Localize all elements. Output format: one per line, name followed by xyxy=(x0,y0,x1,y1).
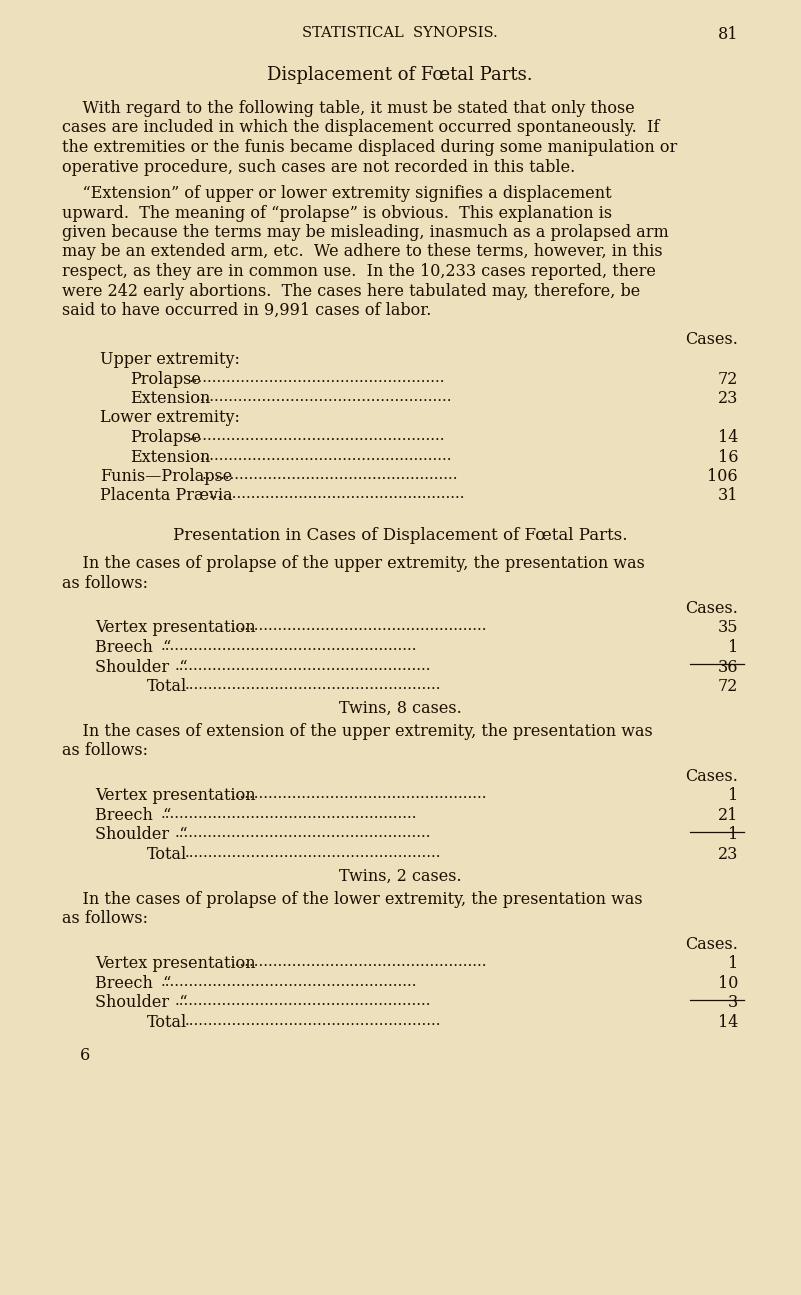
Text: Vertex presentation: Vertex presentation xyxy=(95,619,256,637)
Text: Placenta Prævia: Placenta Prævia xyxy=(100,487,232,505)
Text: 10: 10 xyxy=(718,975,738,992)
Text: “Extension” of upper or lower extremity signifies a displacement: “Extension” of upper or lower extremity … xyxy=(62,185,612,202)
Text: Total: Total xyxy=(147,679,187,695)
Text: cases are included in which the displacement occurred spontaneously.  If: cases are included in which the displace… xyxy=(62,119,659,136)
Text: Shoulder  “: Shoulder “ xyxy=(95,658,187,676)
Text: Total: Total xyxy=(147,1014,187,1031)
Text: 81: 81 xyxy=(718,26,738,43)
Text: ......................................................: ........................................… xyxy=(175,995,431,1009)
Text: 106: 106 xyxy=(707,467,738,486)
Text: Extension: Extension xyxy=(130,448,211,465)
Text: ......................................................: ........................................… xyxy=(201,467,458,482)
Text: Shoulder  “: Shoulder “ xyxy=(95,826,187,843)
Text: ......................................................: ........................................… xyxy=(196,390,453,404)
Text: Funis—Prolapse: Funis—Prolapse xyxy=(100,467,232,486)
Text: With regard to the following table, it must be stated that only those: With regard to the following table, it m… xyxy=(62,100,634,117)
Text: operative procedure, such cases are not recorded in this table.: operative procedure, such cases are not … xyxy=(62,158,575,176)
Text: 3: 3 xyxy=(728,995,738,1011)
Text: ......................................................: ........................................… xyxy=(175,658,431,672)
Text: Extension: Extension xyxy=(130,390,211,407)
Text: Cases.: Cases. xyxy=(685,936,738,953)
Text: Cases.: Cases. xyxy=(685,332,738,348)
Text: 36: 36 xyxy=(718,658,738,676)
Text: 1: 1 xyxy=(728,826,738,843)
Text: Displacement of Fœtal Parts.: Displacement of Fœtal Parts. xyxy=(268,66,533,84)
Text: ......................................................: ........................................… xyxy=(208,487,465,501)
Text: Twins, 2 cases.: Twins, 2 cases. xyxy=(339,868,461,884)
Text: may be an extended arm, etc.  We adhere to these terms, however, in this: may be an extended arm, etc. We adhere t… xyxy=(62,243,662,260)
Text: respect, as they are in common use.  In the 10,233 cases reported, there: respect, as they are in common use. In t… xyxy=(62,263,656,280)
Text: as follows:: as follows: xyxy=(62,910,148,927)
Text: 14: 14 xyxy=(718,429,738,445)
Text: ......................................................: ........................................… xyxy=(184,846,441,860)
Text: ......................................................: ........................................… xyxy=(160,975,417,989)
Text: Lower extremity:: Lower extremity: xyxy=(100,409,239,426)
Text: were 242 early abortions.  The cases here tabulated may, therefore, be: were 242 early abortions. The cases here… xyxy=(62,282,640,299)
Text: as follows:: as follows: xyxy=(62,742,148,759)
Text: as follows:: as follows: xyxy=(62,575,148,592)
Text: 16: 16 xyxy=(718,448,738,465)
Text: Breech  “: Breech “ xyxy=(95,638,171,657)
Text: ......................................................: ........................................… xyxy=(160,638,417,653)
Text: 1: 1 xyxy=(728,638,738,657)
Text: In the cases of prolapse of the lower extremity, the presentation was: In the cases of prolapse of the lower ex… xyxy=(62,891,642,908)
Text: 1: 1 xyxy=(728,787,738,804)
Text: 1: 1 xyxy=(728,956,738,973)
Text: In the cases of prolapse of the upper extremity, the presentation was: In the cases of prolapse of the upper ex… xyxy=(62,556,645,572)
Text: ......................................................: ........................................… xyxy=(189,370,445,385)
Text: Cases.: Cases. xyxy=(685,600,738,616)
Text: 6: 6 xyxy=(80,1048,91,1064)
Text: 72: 72 xyxy=(718,370,738,387)
Text: given because the terms may be misleading, inasmuch as a prolapsed arm: given because the terms may be misleadin… xyxy=(62,224,669,241)
Text: ......................................................: ........................................… xyxy=(231,956,488,969)
Text: Prolapse: Prolapse xyxy=(130,370,201,387)
Text: 72: 72 xyxy=(718,679,738,695)
Text: STATISTICAL  SYNOPSIS.: STATISTICAL SYNOPSIS. xyxy=(302,26,498,40)
Text: 31: 31 xyxy=(718,487,738,505)
Text: Vertex presentation: Vertex presentation xyxy=(95,956,256,973)
Text: Breech  “: Breech “ xyxy=(95,807,171,824)
Text: ......................................................: ........................................… xyxy=(196,448,453,462)
Text: Breech  “: Breech “ xyxy=(95,975,171,992)
Text: ......................................................: ........................................… xyxy=(175,826,431,840)
Text: Presentation in Cases of Displacement of Fœtal Parts.: Presentation in Cases of Displacement of… xyxy=(173,527,627,544)
Text: Cases.: Cases. xyxy=(685,768,738,785)
Text: ......................................................: ........................................… xyxy=(184,679,441,692)
Text: the extremities or the funis became displaced during some manipulation or: the extremities or the funis became disp… xyxy=(62,139,678,155)
Text: 23: 23 xyxy=(718,390,738,407)
Text: ......................................................: ........................................… xyxy=(160,807,417,821)
Text: said to have occurred in 9,991 cases of labor.: said to have occurred in 9,991 cases of … xyxy=(62,302,432,319)
Text: 21: 21 xyxy=(718,807,738,824)
Text: ......................................................: ........................................… xyxy=(231,619,488,633)
Text: ......................................................: ........................................… xyxy=(184,1014,441,1028)
Text: Total: Total xyxy=(147,846,187,862)
Text: Prolapse: Prolapse xyxy=(130,429,201,445)
Text: Vertex presentation: Vertex presentation xyxy=(95,787,256,804)
Text: upward.  The meaning of “prolapse” is obvious.  This explanation is: upward. The meaning of “prolapse” is obv… xyxy=(62,205,612,221)
Text: Twins, 8 cases.: Twins, 8 cases. xyxy=(339,699,461,716)
Text: In the cases of extension of the upper extremity, the presentation was: In the cases of extension of the upper e… xyxy=(62,723,653,739)
Text: 35: 35 xyxy=(718,619,738,637)
Text: 14: 14 xyxy=(718,1014,738,1031)
Text: ......................................................: ........................................… xyxy=(231,787,488,802)
Text: Shoulder  “: Shoulder “ xyxy=(95,995,187,1011)
Text: ......................................................: ........................................… xyxy=(189,429,445,443)
Text: 23: 23 xyxy=(718,846,738,862)
Text: Upper extremity:: Upper extremity: xyxy=(100,351,239,368)
